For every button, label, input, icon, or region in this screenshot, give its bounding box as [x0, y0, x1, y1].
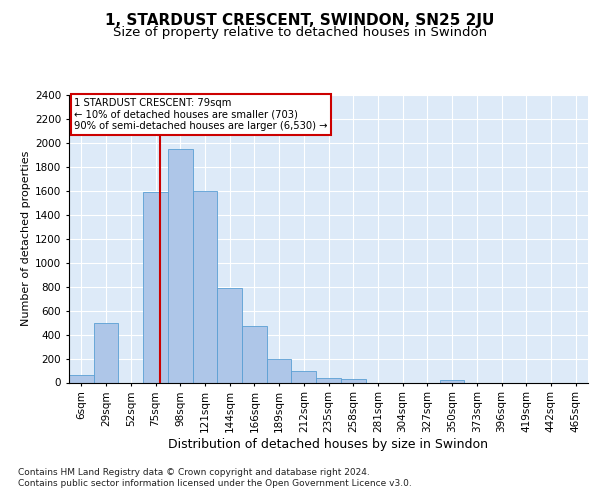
Bar — [193, 191, 217, 382]
Text: Contains HM Land Registry data © Crown copyright and database right 2024.
Contai: Contains HM Land Registry data © Crown c… — [18, 468, 412, 487]
Bar — [168, 149, 193, 382]
Y-axis label: Number of detached properties: Number of detached properties — [21, 151, 31, 326]
Bar — [69, 376, 94, 382]
X-axis label: Distribution of detached houses by size in Swindon: Distribution of detached houses by size … — [169, 438, 488, 451]
Text: 1, STARDUST CRESCENT, SWINDON, SN25 2JU: 1, STARDUST CRESCENT, SWINDON, SN25 2JU — [106, 12, 494, 28]
Text: Size of property relative to detached houses in Swindon: Size of property relative to detached ho… — [113, 26, 487, 39]
Bar — [143, 192, 168, 382]
Bar — [316, 378, 341, 382]
Bar — [292, 371, 316, 382]
Bar — [217, 288, 242, 382]
Text: 1 STARDUST CRESCENT: 79sqm
← 10% of detached houses are smaller (703)
90% of sem: 1 STARDUST CRESCENT: 79sqm ← 10% of deta… — [74, 98, 328, 131]
Bar — [440, 380, 464, 382]
Bar — [341, 379, 365, 382]
Bar — [267, 358, 292, 382]
Bar — [242, 326, 267, 382]
Bar — [94, 322, 118, 382]
